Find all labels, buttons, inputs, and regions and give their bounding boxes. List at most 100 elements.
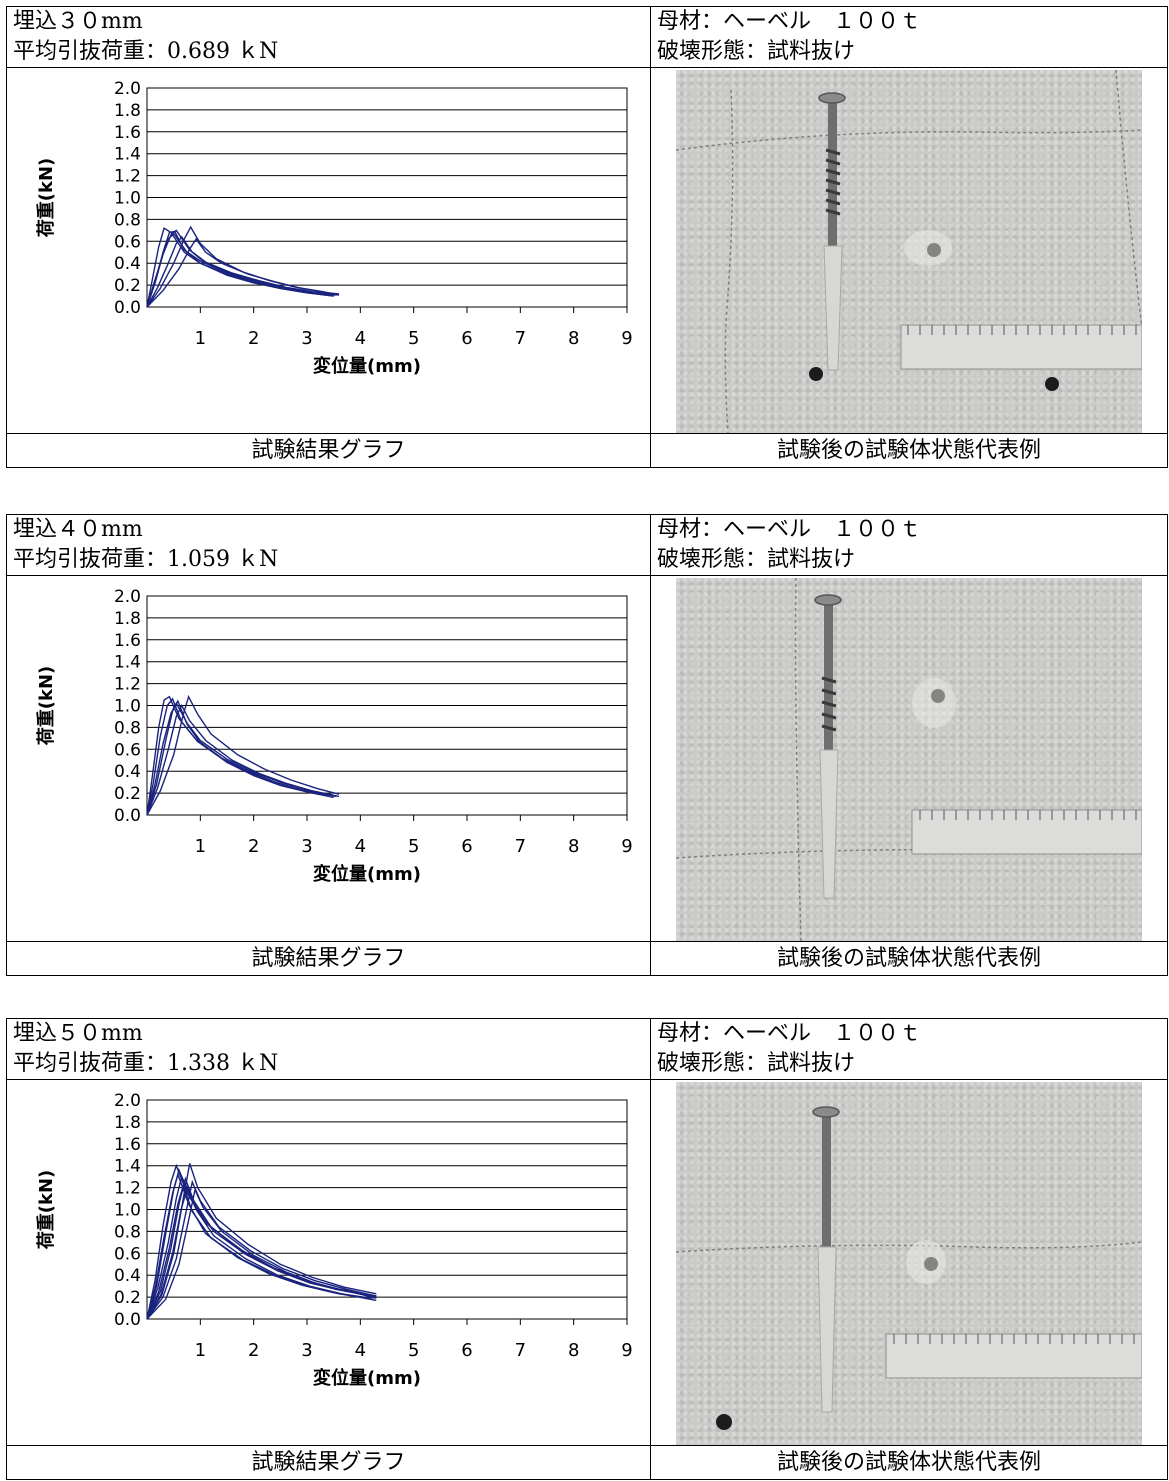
- series-line: [146, 694, 340, 816]
- x-tick-label: 7: [515, 1340, 526, 1361]
- x-tick-label: 6: [461, 1340, 472, 1361]
- failure-mode-label: 破壊形態：試料抜け: [657, 39, 856, 64]
- y-tick-label: 1.0: [114, 697, 141, 717]
- y-axis-label: 荷重(kN): [35, 1170, 57, 1250]
- header-right: 母材：ヘーベル １００ｔ 破壊形態：試料抜け: [650, 514, 1168, 576]
- x-tick-label: 7: [515, 836, 526, 857]
- y-tick-label: 0.6: [114, 740, 141, 760]
- failure-mode-label: 破壊形態：試料抜け: [657, 1051, 856, 1076]
- series-line: [146, 237, 340, 308]
- y-tick-label: 1.4: [114, 145, 141, 165]
- x-tick-label: 7: [515, 328, 526, 349]
- x-axis-label: 変位量(mm): [313, 863, 421, 885]
- photo-cell: [650, 575, 1168, 942]
- base-material-label: 母材：ヘーベル １００ｔ: [657, 9, 922, 34]
- x-tick-label: 6: [461, 836, 472, 857]
- y-axis-label: 荷重(kN): [35, 666, 57, 746]
- test-block-2: 埋込４０mm 平均引抜荷重：1.059 ｋN 母材：ヘーベル １００ｔ 破壊形態…: [6, 514, 1168, 977]
- load-displacement-chart: 0.00.20.40.60.81.01.21.41.61.82.0 1 2 3 4 5 6 7…: [35, 587, 633, 885]
- y-tick-label: 1.6: [114, 1135, 141, 1155]
- y-tick-label: 1.6: [114, 631, 141, 651]
- y-tick-label: 0.6: [114, 232, 141, 252]
- x-tick-label: 1: [195, 1340, 206, 1361]
- y-tick-label: 0.2: [114, 784, 141, 804]
- y-tick-label: 2.0: [114, 1091, 141, 1111]
- header-right: 母材：ヘーベル １００ｔ 破壊形態：試料抜け: [650, 1018, 1168, 1080]
- y-axis-label: 荷重(kN): [35, 158, 57, 238]
- y-tick-label: 0.8: [114, 718, 141, 738]
- failure-mode-label: 破壊形態：試料抜け: [657, 547, 856, 572]
- series-line: [146, 1179, 377, 1320]
- series-line: [146, 703, 340, 816]
- embed-depth-label: 埋込４０mm: [13, 517, 143, 542]
- y-tick-label: 0.6: [114, 1244, 141, 1264]
- test-block-3: 埋込５０mm 平均引抜荷重：1.338 ｋN 母材：ヘーベル １００ｔ 破壊形態…: [6, 1018, 1168, 1481]
- x-tick-label: 8: [568, 836, 579, 857]
- y-tick-label: 0.4: [114, 254, 141, 274]
- specimen-photo-drawing: [676, 70, 1142, 433]
- x-tick-label: 8: [568, 328, 579, 349]
- header-left: 埋込５０mm 平均引抜荷重：1.338 ｋN: [6, 1018, 651, 1080]
- x-tick-label: 2: [248, 328, 259, 349]
- graph-caption: 試験結果グラフ: [6, 1445, 651, 1480]
- base-material-label: 母材：ヘーベル １００ｔ: [657, 1021, 922, 1046]
- x-axis-label: 変位量(mm): [313, 1367, 421, 1389]
- base-material-label: 母材：ヘーベル １００ｔ: [657, 517, 922, 542]
- x-tick-label: 3: [301, 328, 312, 349]
- avg-load-label: 平均引抜荷重：1.338 ｋN: [13, 1051, 279, 1076]
- test-block-1: 埋込３０mm 平均引抜荷重：0.689 ｋN 母材：ヘーベル １００ｔ 破壊形態…: [6, 6, 1168, 469]
- x-tick-label: 3: [301, 836, 312, 857]
- y-tick-label: 1.4: [114, 1157, 141, 1177]
- y-tick-label: 1.8: [114, 101, 141, 121]
- load-displacement-chart: 0.00.20.40.60.81.01.21.41.61.82.0 1 2 3 4 5 6 7…: [35, 1091, 633, 1389]
- y-tick-label: 1.2: [114, 675, 141, 695]
- specimen-photo: [676, 70, 1142, 433]
- photo-caption: 試験後の試験体状態代表例: [650, 1445, 1168, 1480]
- avg-load-label: 平均引抜荷重：0.689 ｋN: [13, 39, 279, 64]
- test-table: 埋込４０mm 平均引抜荷重：1.059 ｋN 母材：ヘーベル １００ｔ 破壊形態…: [6, 514, 1168, 976]
- x-tick-label: 1: [195, 328, 206, 349]
- specimen-photo: [676, 578, 1142, 941]
- x-axis-label: 変位量(mm): [313, 355, 421, 377]
- chart-cell: 0.0 0.2 0.4 0.6 0.8 1.0 1.2 1.4 1.6 1.8 2.0 1 2 3 4 5 6 7…: [6, 1079, 651, 1446]
- x-tick-label: 4: [355, 836, 366, 857]
- series-line: [146, 1163, 377, 1320]
- graph-caption: 試験結果グラフ: [6, 433, 651, 468]
- y-tick-label: 0.0: [114, 1310, 141, 1330]
- series-line: [146, 1176, 377, 1320]
- x-tick-label: 1: [195, 836, 206, 857]
- series-line: [146, 1185, 377, 1320]
- series-line: [146, 1172, 372, 1320]
- y-tick-label: 0.2: [114, 276, 141, 296]
- x-tick-label: 8: [568, 1340, 579, 1361]
- y-tick-label: 2.0: [114, 79, 141, 99]
- header-right: 母材：ヘーベル １００ｔ 破壊形態：試料抜け: [650, 6, 1168, 68]
- graph-caption: 試験結果グラフ: [6, 941, 651, 976]
- x-tick-label: 4: [355, 328, 366, 349]
- y-tick-label: 1.2: [114, 167, 141, 187]
- y-tick-label: 0.8: [114, 1222, 141, 1242]
- test-table: 埋込３０mm 平均引抜荷重：0.689 ｋN 母材：ヘーベル １００ｔ 破壊形態…: [6, 6, 1168, 468]
- x-tick-label: 6: [461, 328, 472, 349]
- y-tick-label: 0.0: [114, 806, 141, 826]
- y-tick-label: 0.8: [114, 210, 141, 230]
- y-tick-label: 1.0: [114, 189, 141, 209]
- chart-cell: 0.0 0.2 0.4 0.6 0.8 1.0 1.2 1.4 1.6 1.8 2.0 1 2 3 4 5 6 7…: [6, 67, 651, 434]
- y-tick-label: 2.0: [114, 587, 141, 607]
- y-tick-label: 1.8: [114, 1113, 141, 1133]
- specimen-photo: [676, 1082, 1142, 1445]
- x-tick-label: 5: [408, 836, 419, 857]
- embed-depth-label: 埋込５０mm: [13, 1021, 143, 1046]
- photo-caption: 試験後の試験体状態代表例: [650, 433, 1168, 468]
- y-tick-label: 0.4: [114, 762, 141, 782]
- y-tick-label: 1.8: [114, 609, 141, 629]
- y-tick-label: 1.2: [114, 1179, 141, 1199]
- y-tick-label: 0.0: [114, 298, 141, 318]
- x-tick-label: 4: [355, 1340, 366, 1361]
- photo-caption: 試験後の試験体状態代表例: [650, 941, 1168, 976]
- series-line: [146, 699, 334, 816]
- x-tick-label: 5: [408, 1340, 419, 1361]
- x-tick-label: 9: [621, 328, 632, 349]
- load-displacement-chart: 0.00.20.40.60.81.01.21.41.61.82.0 1 2 3 4 5 6 7…: [35, 79, 633, 377]
- header-left: 埋込４０mm 平均引抜荷重：1.059 ｋN: [6, 514, 651, 576]
